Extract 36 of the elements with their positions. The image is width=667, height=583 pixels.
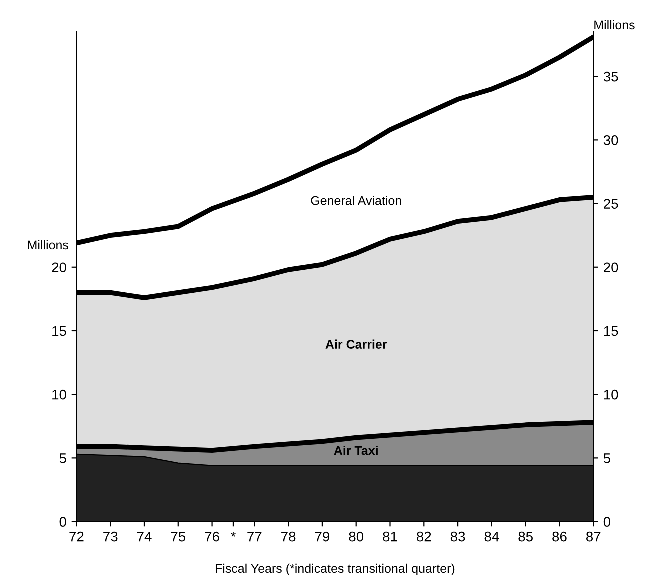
x-tick-label: 83 xyxy=(450,532,466,542)
x-tick-label: 80 xyxy=(349,532,364,542)
x-axis-title: Fiscal Years (*indicates transitional quarter) xyxy=(216,564,455,576)
series-label: General Aviation xyxy=(311,196,402,206)
y-tick-label: 10 xyxy=(52,390,66,400)
x-tick-label: 85 xyxy=(518,532,533,542)
y-axis-title: Millions xyxy=(28,240,68,250)
x-tick-label: 75 xyxy=(171,532,186,542)
y2-axis-title: Millions xyxy=(594,20,635,30)
y-tick-label: 15 xyxy=(52,326,66,336)
x-tick-label: 87 xyxy=(586,532,601,542)
x-tick-label: 84 xyxy=(484,532,500,542)
x-tick-label: 79 xyxy=(315,532,330,542)
x-tick-label: 74 xyxy=(137,532,152,542)
x-tick-label: 77 xyxy=(248,532,262,542)
x-tick-label: 72 xyxy=(70,532,84,542)
y2-tick-label: 25 xyxy=(604,199,618,209)
x-tick-label: 82 xyxy=(417,532,432,542)
y2-tick-label: 15 xyxy=(604,326,618,336)
series-label: Air Carrier xyxy=(326,340,388,349)
y2-tick-label: 5 xyxy=(604,454,610,464)
x-tick-label: 76 xyxy=(205,532,220,542)
series-label: Air Taxi xyxy=(334,446,378,456)
x-tick-label: 78 xyxy=(282,532,296,542)
y2-tick-label: 10 xyxy=(604,390,618,400)
y-tick-label: 0 xyxy=(60,517,66,527)
y2-tick-label: 0 xyxy=(604,517,611,527)
y2-tick-label: 35 xyxy=(604,72,618,82)
x-tick-label: * xyxy=(231,532,236,537)
x-tick-label: 73 xyxy=(104,532,118,542)
y-tick-label: 5 xyxy=(60,454,66,464)
y-tick-label: 20 xyxy=(52,262,66,273)
x-tick-label: 81 xyxy=(383,532,398,542)
y2-tick-label: 30 xyxy=(604,136,618,146)
x-tick-label: 86 xyxy=(552,532,567,542)
y2-tick-label: 20 xyxy=(604,262,618,273)
